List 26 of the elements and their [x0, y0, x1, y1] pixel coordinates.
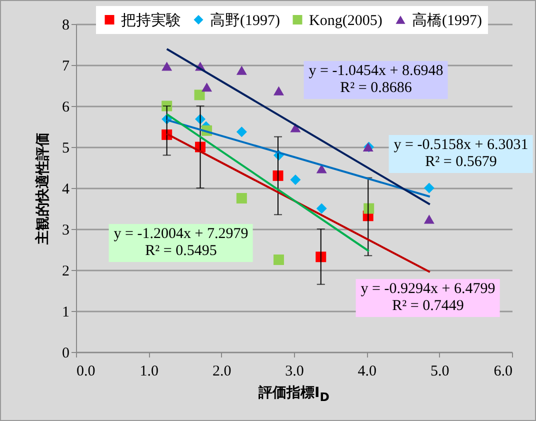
legend-label: 高橋(1997): [412, 12, 482, 29]
annotation: y = -0.9294x + 6.4799 R² = 0.7449: [356, 279, 500, 317]
y-tick-label: 8: [62, 18, 70, 34]
x-tick-label: 0.0: [76, 364, 96, 380]
legend-label: Kong(2005): [309, 12, 382, 29]
y-tick-label: 4: [62, 182, 70, 198]
y-tick-label: 2: [62, 264, 70, 280]
y-tick-label: 0: [62, 346, 70, 362]
y-tick-label: 7: [62, 58, 70, 74]
y-tick-label: 6: [62, 100, 70, 116]
legend-label: 把持実験: [121, 12, 181, 29]
legend-label: 高野(1997): [210, 12, 280, 29]
x-tick-label: 6.0: [494, 364, 512, 380]
x-tick-label: 4.0: [358, 364, 377, 380]
x-tick-label: 1.0: [140, 364, 159, 380]
x-tick-label: 2.0: [212, 364, 232, 380]
annotation: y = -1.2004x + 7.2979 R² = 0.5495: [108, 224, 254, 262]
annotation: y = -0.5158x + 6.3031 R² = 0.5679: [388, 135, 534, 173]
y-axis-title: 主観的快適性評価: [34, 132, 51, 246]
x-axis-title: 評価指標I$_{D}$: [258, 384, 330, 404]
x-tick-label: 3.0: [285, 364, 304, 380]
y-tick-label: 3: [62, 222, 70, 238]
annotation: y = -1.0454x + 8.6948 R² = 0.8686: [304, 61, 448, 99]
x-tick-label: 5.0: [430, 364, 450, 380]
y-tick-label: 1: [62, 304, 70, 320]
y-tick-label: 5: [62, 140, 70, 156]
